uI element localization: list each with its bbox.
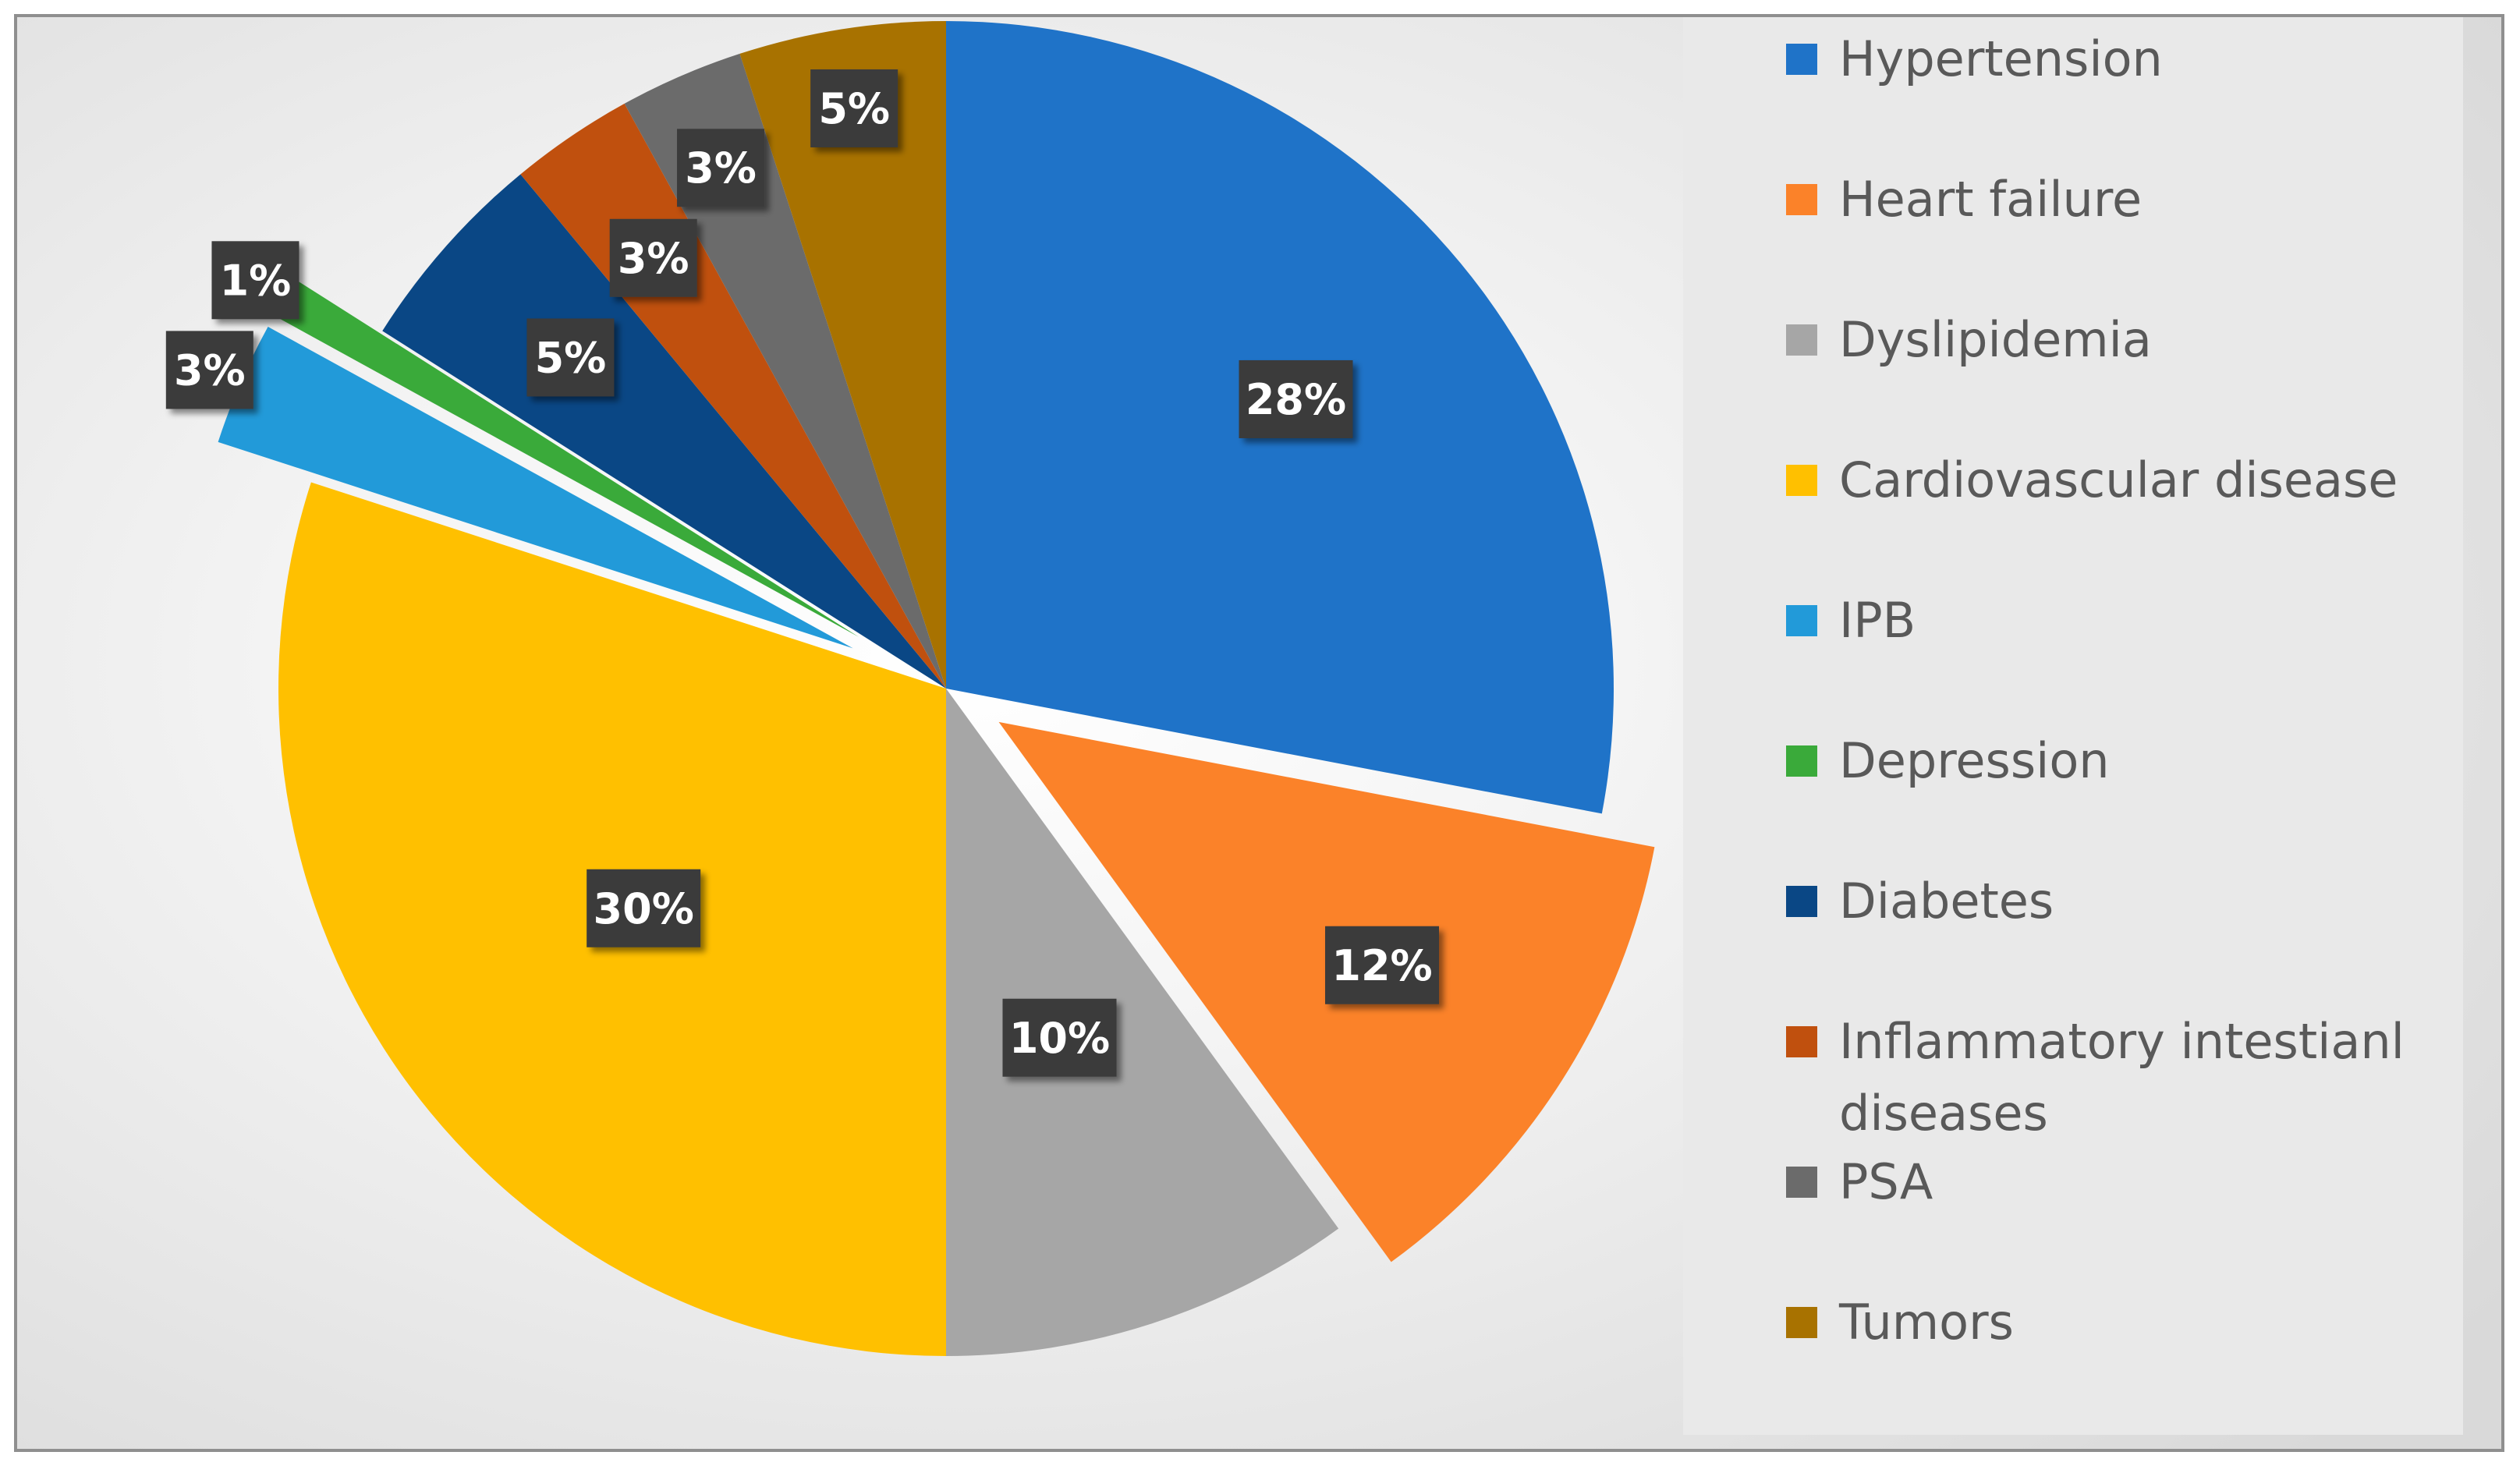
svg-text:1%: 1%: [220, 256, 292, 305]
svg-text:12%: 12%: [1331, 941, 1432, 990]
data-label-cardiovascular-disease: 30%: [587, 869, 701, 947]
data-label-tumors: 5%: [810, 69, 898, 147]
legend-swatch: [1786, 1026, 1817, 1057]
pie-slice-dyslipidemia: [946, 689, 1339, 1356]
legend-panel: [1683, 17, 2463, 1435]
svg-text:10%: 10%: [1009, 1014, 1110, 1063]
legend-label: Heart failure: [1839, 171, 2143, 228]
data-label-depression: 1%: [211, 241, 299, 320]
pie-slice-tumors: [739, 21, 946, 689]
legend-label: Hypertension: [1839, 30, 2163, 87]
svg-text:3%: 3%: [618, 234, 689, 283]
legend-label: Tumors: [1839, 1294, 2014, 1351]
pie-slice-depression: [273, 279, 859, 637]
data-label-dyslipidemia: 10%: [1002, 998, 1117, 1077]
legend-label: Inflammatory intestianl diseases: [1839, 1013, 2405, 1142]
svg-text:28%: 28%: [1246, 375, 1346, 424]
legend-label: Dyslipidemia: [1839, 311, 2152, 368]
legend-swatch: [1786, 324, 1817, 356]
data-label-diabetes: 5%: [526, 318, 615, 397]
legend-swatch: [1786, 465, 1817, 496]
data-label-psa: 3%: [677, 129, 765, 207]
data-label-ipb: 3%: [165, 331, 253, 409]
data-label-inflammatory-intestianl-diseases: 3%: [609, 218, 697, 297]
data-label-hypertension: 28%: [1239, 359, 1353, 438]
svg-text:5%: 5%: [818, 84, 890, 133]
legend-label: PSA: [1839, 1153, 1933, 1210]
legend-swatch: [1786, 44, 1817, 75]
svg-text:30%: 30%: [594, 884, 694, 933]
legend-swatch: [1786, 745, 1817, 777]
legend-label: Cardiovascular disease: [1839, 451, 2398, 508]
legend-swatch: [1786, 1167, 1817, 1198]
pie-slices: [218, 21, 1655, 1356]
pie-data-labels: 28% 12% 10% 30% 3% 1% 5% 3% 3% 5%: [165, 69, 1440, 1077]
pie-slice-diabetes: [382, 174, 946, 689]
legend-swatch: [1786, 886, 1817, 917]
legend-swatch: [1786, 1307, 1817, 1338]
svg-text:3%: 3%: [174, 345, 246, 395]
svg-text:5%: 5%: [535, 333, 607, 382]
pie-slice-psa: [624, 53, 946, 689]
legend-swatch: [1786, 605, 1817, 636]
legend-label: Depression: [1839, 732, 2110, 789]
legend-label: IPB: [1839, 592, 1916, 649]
data-label-heart-failure: 12%: [1325, 926, 1440, 1004]
svg-text:3%: 3%: [685, 143, 757, 193]
legend-label: Diabetes: [1839, 873, 2054, 930]
legend-swatch: [1786, 184, 1817, 215]
pie-slice-ipb: [218, 326, 853, 649]
